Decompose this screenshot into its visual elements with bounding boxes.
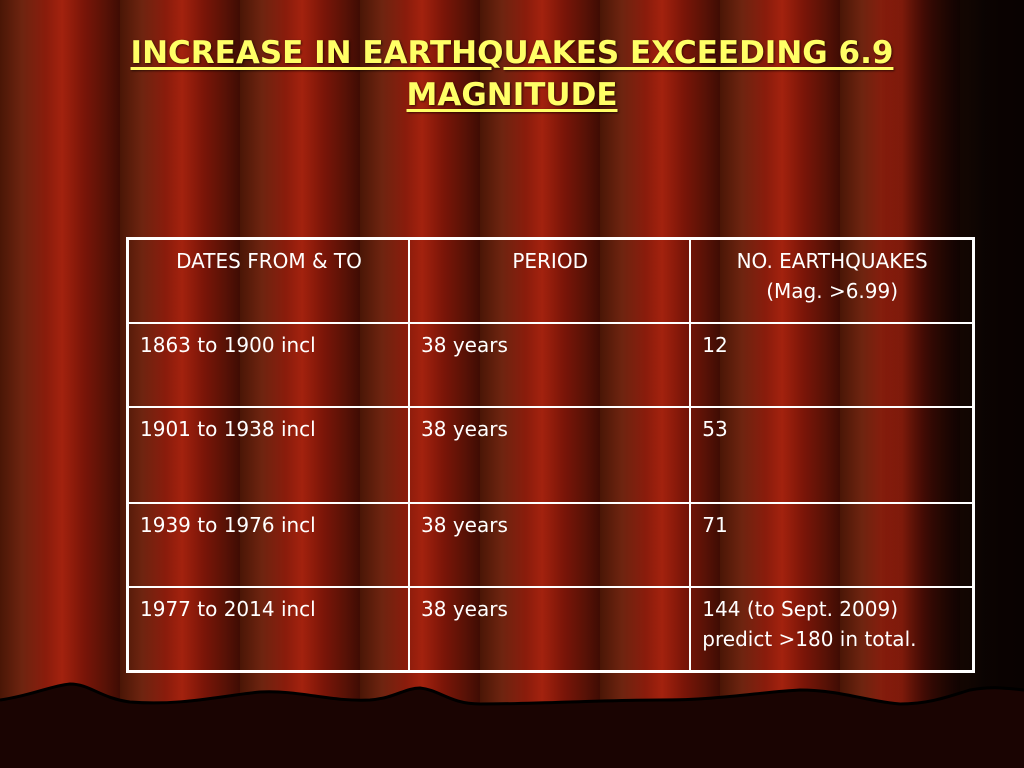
header-dates: DATES FROM & TO	[126, 237, 411, 324]
header-count: NO. EARTHQUAKES (Mag. >6.99)	[689, 237, 975, 324]
table-row: 1901 to 1938 incl 38 years 53	[126, 406, 975, 504]
cell-period: 38 years	[408, 322, 692, 408]
cell-period: 38 years	[408, 406, 692, 504]
slide-title: INCREASE IN EARTHQUAKES EXCEEDING 6.9 MA…	[130, 35, 894, 113]
header-period: PERIOD	[408, 237, 692, 324]
cell-period: 38 years	[408, 502, 692, 588]
cell-dates: 1977 to 2014 incl	[126, 586, 411, 673]
cell-count: 53	[689, 406, 975, 504]
cell-count: 71	[689, 502, 975, 588]
cell-dates: 1901 to 1938 incl	[126, 406, 411, 504]
table-row: 1939 to 1976 incl 38 years 71	[126, 502, 975, 588]
table-header-row: DATES FROM & TO PERIOD NO. EARTHQUAKES (…	[126, 237, 975, 324]
curtain-valance	[0, 682, 1024, 768]
earthquake-table: DATES FROM & TO PERIOD NO. EARTHQUAKES (…	[126, 237, 975, 673]
cell-dates: 1863 to 1900 incl	[126, 322, 411, 408]
table-row: 1863 to 1900 incl 38 years 12	[126, 322, 975, 408]
table-row: 1977 to 2014 incl 38 years 144 (to Sept.…	[126, 586, 975, 673]
cell-count: 144 (to Sept. 2009) predict >180 in tota…	[689, 586, 975, 673]
cell-count: 12	[689, 322, 975, 408]
cell-period: 38 years	[408, 586, 692, 673]
cell-dates: 1939 to 1976 incl	[126, 502, 411, 588]
